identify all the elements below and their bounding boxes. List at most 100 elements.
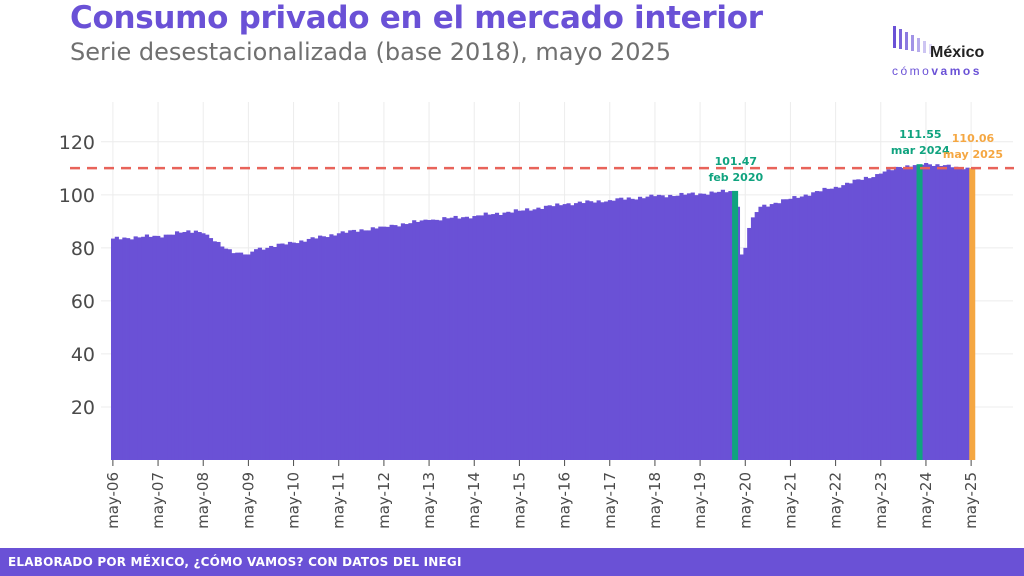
bar [212,241,217,460]
bar [845,182,850,460]
bar [905,165,910,461]
bar [814,191,820,460]
bar [205,234,210,460]
annotation-value-label: 101.47 [715,155,757,168]
bar [400,223,406,460]
bar [272,246,278,460]
bar [351,229,357,460]
bar [950,167,955,460]
x-tick-label: may-23 [872,472,890,529]
bar [159,237,165,460]
bar [660,195,665,460]
bar [867,178,872,461]
x-tick-label: may-11 [330,472,348,529]
bar [965,167,970,461]
footer-source-text: ELABORADO POR MÉXICO, ¿CÓMO VAMOS? CON D… [8,555,462,569]
y-tick-label: 60 [71,291,95,313]
x-tick-label: may-25 [962,472,980,529]
bar [577,201,582,460]
y-tick-label: 40 [71,344,95,366]
bar [604,201,609,460]
bar [382,226,387,460]
bar [111,238,116,460]
bar [750,217,756,460]
bar [453,215,458,460]
x-tick-label: may-06 [104,472,122,529]
bar [551,206,556,460]
bar [630,198,635,460]
bar [310,237,315,460]
x-tick-label: may-12 [375,472,393,529]
bar [167,234,172,460]
bar [197,232,202,460]
bar [430,219,436,460]
bar [784,199,789,460]
bar [705,194,710,460]
bar [634,199,639,460]
bar [837,187,842,460]
y-tick-label: 20 [71,397,95,419]
bar [201,233,206,460]
logo-text-top: México [930,44,985,61]
bar [792,196,797,460]
bar [769,204,774,460]
bar-series [111,162,970,461]
bar [457,218,462,460]
bar [171,234,176,460]
bar [690,192,695,460]
bar [558,205,564,460]
bar [683,194,688,460]
bar [423,219,428,460]
bar [446,218,451,460]
bar [886,169,891,461]
bar [152,235,157,460]
bar [261,249,266,460]
bar [664,197,669,461]
bar [174,231,180,460]
bar [133,236,138,460]
bar [517,210,522,460]
bar [897,166,902,460]
bar [796,197,801,460]
bar [340,231,345,460]
bar [811,192,816,460]
bar [822,187,827,460]
bar [438,220,443,460]
bar [573,203,579,460]
bar [592,202,597,460]
bar [848,183,853,460]
bar [709,191,714,461]
bar [193,230,198,460]
bar [863,176,869,460]
y-tick-label: 120 [59,132,95,154]
x-tick-label: may-08 [194,472,212,529]
bar [491,214,496,460]
bar [404,224,409,460]
bar [250,251,255,460]
bar [223,248,229,460]
bar [596,200,601,460]
annotation-value-label: 111.55 [899,128,941,141]
bar [743,247,748,460]
bar [148,236,153,460]
bar [724,192,729,460]
logo-bars-icon [893,26,932,54]
bar [931,165,936,461]
bar [807,195,812,460]
bar [728,191,733,461]
bar [781,199,786,460]
bar [935,164,940,461]
bar [901,168,906,460]
bar [600,202,605,460]
bar [799,196,805,460]
x-tick-label: may-10 [285,472,303,529]
y-tick-label: 80 [71,238,95,260]
bar [961,169,966,460]
bar [777,203,782,460]
bar [182,231,187,460]
bar [720,189,725,461]
bar [698,193,703,460]
bar [589,201,594,461]
bar [803,194,808,460]
